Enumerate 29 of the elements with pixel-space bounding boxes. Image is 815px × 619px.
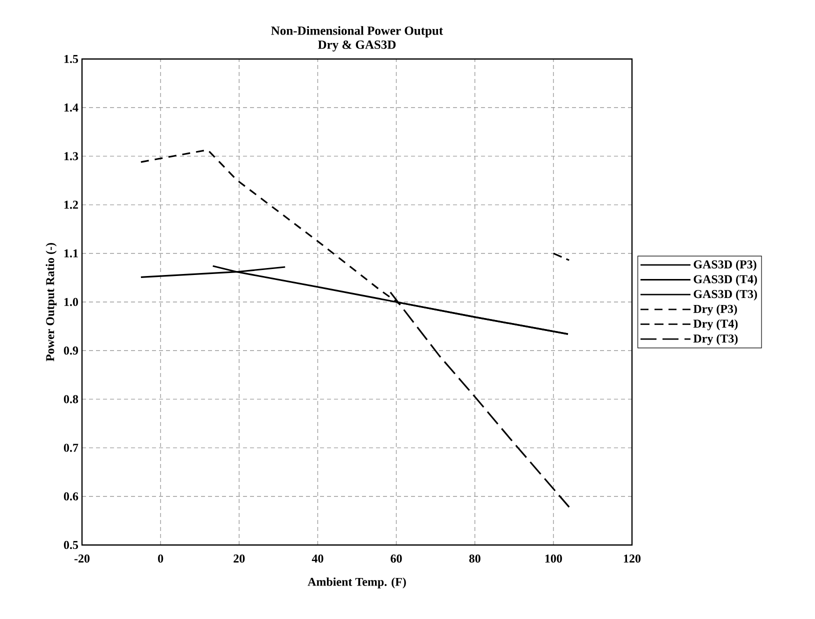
y-tick-label: 1.0 — [64, 298, 78, 306]
y-tick-label: 1.1 — [64, 249, 78, 258]
y-tick-label: 0.9 — [64, 346, 78, 355]
x-tick-label: 80 — [469, 554, 480, 563]
x-tick-label: -20 — [74, 554, 90, 563]
y-tick-label: 1.2 — [64, 200, 78, 209]
legend-label: GAS3D (P3) — [694, 260, 756, 271]
x-tick-label: 0 — [158, 554, 164, 563]
y-tick-label: 1.5 — [64, 54, 78, 64]
y-tick-label: 1.4 — [64, 104, 78, 112]
y-tick-label: 0.8 — [64, 395, 78, 404]
legend-label: GAS3D (T4) — [694, 274, 757, 286]
chart-title: Non-Dimensional Power Output — [271, 26, 444, 38]
x-tick-label: 60 — [390, 554, 402, 563]
x-tick-label: 100 — [545, 554, 562, 563]
chart-subtitle: Dry & GAS3D — [318, 40, 396, 52]
y-tick-label: 0.5 — [64, 540, 78, 550]
x-tick-label: 120 — [624, 554, 641, 563]
legend-label: Dry (T3) — [693, 334, 738, 346]
x-tick-label: 40 — [312, 554, 324, 563]
y-axis-title: Power Output Ratio (-) — [46, 243, 57, 362]
legend-label: Dry (T4) — [693, 319, 738, 330]
legend-label: GAS3D (T3) — [694, 290, 757, 301]
legend-label: Dry (P3) — [693, 304, 737, 316]
y-tick-label: 1.3 — [64, 152, 78, 160]
x-axis-title: Ambient Temp. (F) — [308, 577, 406, 588]
x-tick-label: 20 — [234, 554, 245, 563]
y-tick-label: 0.7 — [64, 444, 78, 452]
y-tick-label: 0.6 — [64, 492, 78, 500]
